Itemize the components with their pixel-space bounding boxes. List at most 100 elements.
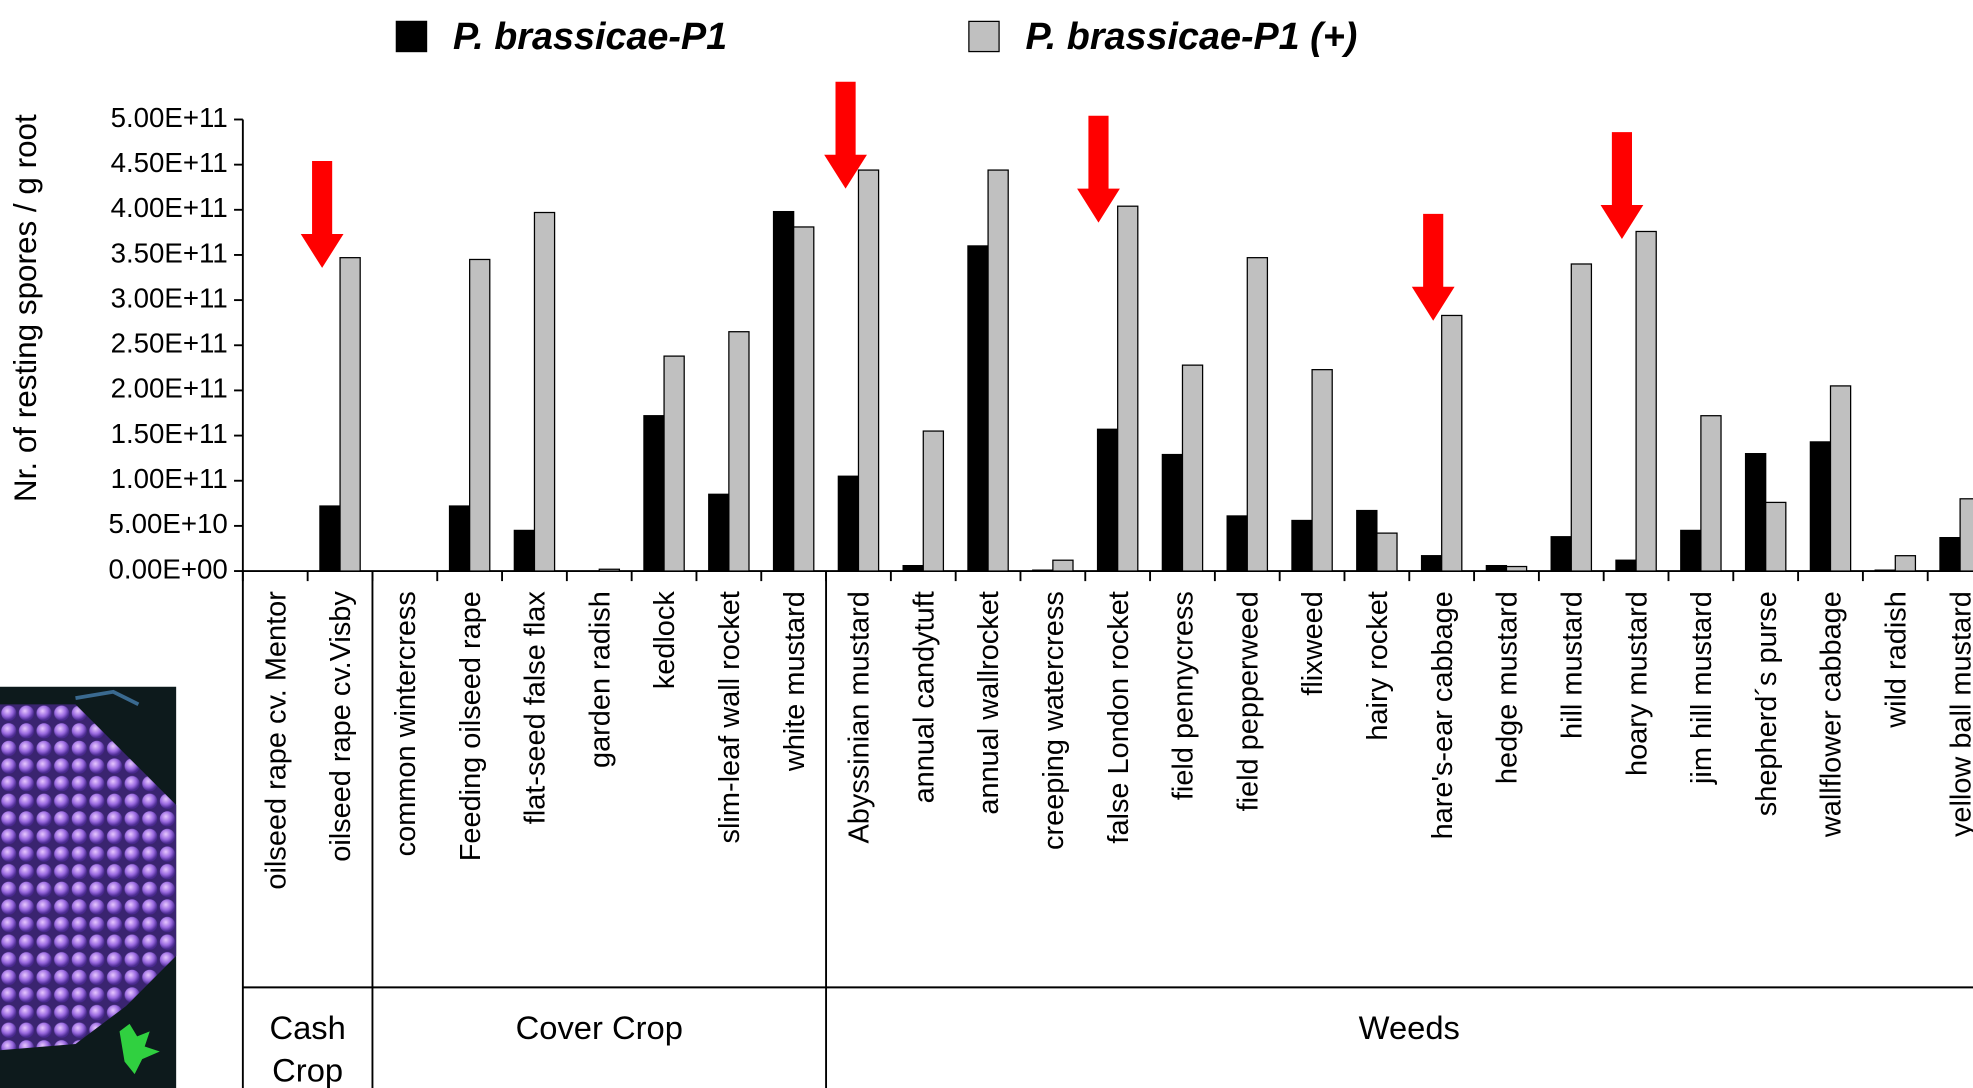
- y-tick-label: 1.00E+11: [111, 463, 228, 494]
- bar: [469, 258, 491, 572]
- x-tick-label: Abyssinian mustard: [844, 591, 876, 843]
- x-tick-label: hare's-ear cabbage: [1427, 591, 1459, 839]
- bar: [448, 505, 471, 572]
- bar: [513, 529, 536, 572]
- bar: [1615, 559, 1637, 572]
- bar: [1874, 569, 1896, 572]
- x-tick-label: common wintercress: [390, 591, 422, 856]
- arrows: [300, 81, 1644, 321]
- y-tick-label: 5.00E+10: [109, 508, 228, 539]
- bar: [1550, 536, 1572, 572]
- x-tick-label: field pepperweed: [1232, 591, 1264, 811]
- x-tick-label: oilseed rape cv.Visby: [325, 591, 357, 862]
- y-tick-label: 1.50E+11: [111, 418, 228, 449]
- bar: [1959, 498, 1973, 572]
- bar: [598, 568, 621, 572]
- x-tick-label: Feeding oilseed rape: [455, 591, 487, 861]
- bar: [1809, 441, 1832, 572]
- x-tick-label: flixweed: [1297, 591, 1329, 695]
- bar: [1441, 314, 1463, 572]
- bar: [319, 505, 341, 572]
- y-tick-label: 2.50E+11: [111, 328, 228, 359]
- bar: [1570, 263, 1593, 572]
- bar: [1939, 536, 1961, 572]
- bar: [533, 211, 556, 572]
- bar: [1226, 515, 1248, 572]
- x-tick-label: wallflower cabbage: [1816, 591, 1848, 838]
- bar: [837, 475, 860, 572]
- y-tick-label: 5.00E+11: [111, 102, 228, 133]
- bar: [728, 331, 750, 572]
- bar: [1765, 501, 1787, 572]
- legend-label: P. brassicae-P1: [453, 15, 727, 57]
- bar: [1311, 369, 1333, 572]
- bar: [987, 169, 1009, 572]
- bar: [902, 564, 924, 572]
- x-tick-label: hairy rocket: [1362, 591, 1394, 740]
- y-tick-label: 0.00E+00: [109, 553, 228, 584]
- bar: [1829, 385, 1852, 572]
- x-tick-label: hill mustard: [1556, 591, 1588, 739]
- x-tick-label: creeping watercress: [1038, 591, 1070, 850]
- x-tick-label: false London rocket: [1103, 591, 1135, 843]
- bar: [772, 210, 795, 572]
- group-label: Cash Crop: [269, 1008, 346, 1088]
- bar: [1505, 565, 1528, 572]
- x-tick-label: hedge mustard: [1492, 591, 1524, 784]
- y-tick-label: 3.00E+11: [111, 282, 228, 313]
- x-tick-label: kedlock: [649, 591, 681, 690]
- x-tick-label: white mustard: [779, 591, 811, 772]
- x-tick-label: oilseed rape cv. Mentor: [260, 591, 292, 890]
- y-tick-label: 3.50E+11: [111, 237, 228, 268]
- bar: [922, 430, 945, 572]
- x-tick-label: annual candytuft: [908, 591, 940, 803]
- bar: [1291, 519, 1313, 572]
- bar: [708, 493, 730, 572]
- x-tick-label: shepherd´s purse: [1751, 591, 1783, 816]
- bar: [663, 355, 685, 572]
- bar: [1894, 555, 1917, 572]
- x-tick-label: hoary mustard: [1621, 591, 1653, 776]
- bar: [1700, 415, 1722, 572]
- bar: [857, 169, 880, 572]
- bar: [1032, 569, 1054, 572]
- bar: [793, 226, 815, 572]
- bar: [1117, 205, 1139, 572]
- group-label: Cover Crop: [515, 1008, 683, 1047]
- bar: [643, 415, 665, 572]
- micrograph: [0, 686, 177, 1088]
- arrow: [300, 160, 344, 268]
- arrow: [1411, 213, 1455, 321]
- bar: [1052, 559, 1074, 572]
- bar: [1356, 509, 1378, 572]
- x-tick-label: field pennycress: [1168, 591, 1200, 800]
- y-tick-label: 4.00E+11: [111, 192, 228, 223]
- arrow: [1077, 115, 1120, 223]
- group-label-box: Weeds: [1358, 1008, 1460, 1047]
- group-label-box: Cover Crop: [515, 1008, 683, 1047]
- x-tick-label: slim-leaf wall rocket: [714, 591, 746, 843]
- bar: [1181, 364, 1204, 572]
- y-tick-label: 4.50E+11: [111, 147, 228, 178]
- x-tick-label: wild radish: [1880, 591, 1912, 729]
- legend-swatch: [968, 20, 1000, 53]
- legend-swatch: [395, 20, 428, 53]
- bar: [1161, 453, 1184, 572]
- x-tick-label: flat-seed false flax: [520, 591, 552, 825]
- x-tick-label: garden radish: [584, 591, 616, 768]
- bar: [1420, 555, 1443, 572]
- x-tick-label: jim hill mustard: [1686, 591, 1718, 785]
- bar: [1680, 529, 1702, 572]
- arrow: [1600, 132, 1644, 239]
- group-label-box: Cash Crop: [269, 1008, 346, 1088]
- y-axis-label: Nr. of resting spores / g root: [8, 114, 43, 502]
- bar: [339, 257, 361, 572]
- group-label: Weeds: [1358, 1008, 1460, 1047]
- bar: [1376, 532, 1398, 572]
- legend-label: P. brassicae-P1 (+): [1026, 15, 1358, 57]
- x-tick-label: annual wallrocket: [973, 591, 1005, 814]
- bar: [1485, 564, 1508, 572]
- arrow: [824, 81, 867, 189]
